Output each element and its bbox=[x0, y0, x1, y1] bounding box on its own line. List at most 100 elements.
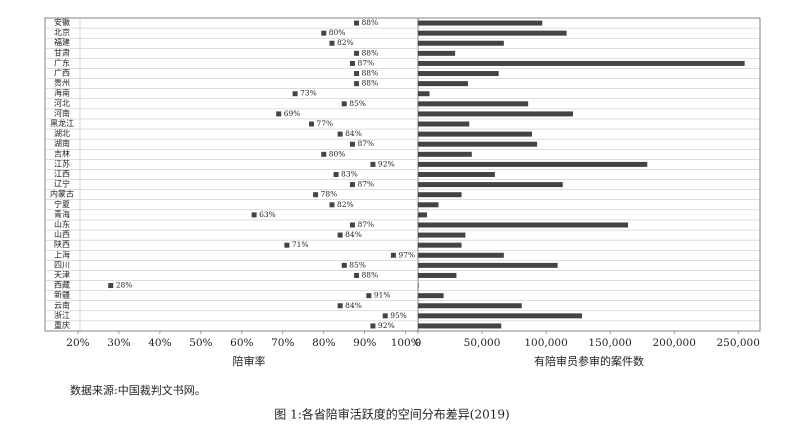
x-tick-label: 40% bbox=[148, 337, 171, 349]
dot-marker bbox=[341, 262, 347, 268]
bar bbox=[418, 232, 466, 238]
category-label: 浙江 bbox=[54, 310, 70, 320]
value-label: 85% bbox=[349, 260, 366, 269]
value-label: 80% bbox=[329, 149, 346, 158]
category-label: 上海 bbox=[54, 249, 70, 259]
category-label: 北京 bbox=[54, 27, 70, 37]
bar bbox=[418, 262, 558, 268]
bar bbox=[418, 293, 444, 299]
category-label: 甘肃 bbox=[54, 47, 70, 57]
dot-marker bbox=[382, 313, 388, 319]
bar bbox=[418, 40, 504, 46]
category-label: 辽宁 bbox=[54, 179, 70, 189]
x-tick-label: 50,000 bbox=[464, 337, 501, 349]
x-tick-label: 60% bbox=[230, 337, 253, 349]
bar bbox=[418, 30, 567, 36]
category-label: 贵州 bbox=[54, 78, 70, 88]
value-label: 87% bbox=[357, 220, 374, 229]
category-label: 湖南 bbox=[54, 138, 70, 148]
dot-marker bbox=[251, 212, 257, 218]
bar bbox=[418, 101, 529, 107]
category-label: 海南 bbox=[54, 88, 70, 98]
bar bbox=[418, 283, 419, 289]
dot-marker bbox=[390, 252, 396, 258]
value-label: 82% bbox=[337, 200, 354, 209]
bar bbox=[418, 172, 495, 177]
category-label: 云南 bbox=[54, 300, 70, 310]
x-tick-label: 100,000 bbox=[524, 337, 567, 349]
category-label: 内蒙古 bbox=[50, 189, 74, 199]
dot-marker bbox=[321, 151, 327, 157]
value-label: 73% bbox=[300, 89, 317, 98]
value-label: 63% bbox=[259, 210, 276, 219]
dot-marker bbox=[354, 50, 360, 56]
bar bbox=[418, 20, 543, 26]
dot-marker bbox=[337, 131, 343, 137]
bar bbox=[418, 131, 532, 137]
category-label: 河南 bbox=[54, 108, 70, 118]
value-label: 88% bbox=[362, 270, 379, 279]
x-tick-label: 150,000 bbox=[588, 337, 631, 349]
value-label: 28% bbox=[116, 281, 133, 290]
bar bbox=[418, 161, 648, 167]
category-label: 新疆 bbox=[54, 290, 70, 300]
dot-marker bbox=[329, 202, 335, 208]
bar bbox=[418, 81, 468, 87]
value-label: 88% bbox=[362, 79, 379, 88]
x-tick-label: 250,000 bbox=[717, 337, 760, 349]
dot-marker bbox=[341, 101, 347, 107]
bar bbox=[418, 151, 472, 157]
category-label: 安徽 bbox=[54, 17, 70, 27]
value-label: 71% bbox=[292, 240, 309, 249]
bar bbox=[418, 141, 538, 147]
bar bbox=[418, 121, 470, 127]
bar bbox=[418, 202, 439, 208]
dot-marker bbox=[354, 81, 360, 87]
category-label: 山西 bbox=[54, 229, 70, 239]
bar bbox=[418, 192, 462, 198]
x-tick-label: 100% bbox=[391, 337, 421, 349]
bar bbox=[418, 91, 430, 97]
dot-marker bbox=[366, 293, 372, 299]
category-label: 陕西 bbox=[54, 239, 70, 249]
category-label: 广东 bbox=[54, 57, 70, 67]
bar bbox=[418, 212, 427, 218]
x-tick-label: 0 bbox=[415, 337, 422, 349]
dot-marker bbox=[349, 60, 355, 66]
category-label: 青海 bbox=[54, 209, 70, 219]
category-label: 吉林 bbox=[54, 148, 70, 158]
bar bbox=[418, 182, 563, 188]
bar bbox=[418, 111, 573, 117]
source-note: 数据来源:中国裁判文书网。 bbox=[70, 383, 206, 397]
category-label: 西藏 bbox=[54, 280, 70, 290]
dot-marker bbox=[329, 40, 335, 46]
dot-marker bbox=[308, 121, 314, 127]
bar bbox=[418, 303, 522, 309]
dot-marker bbox=[313, 192, 319, 198]
dot-marker bbox=[337, 232, 343, 238]
x-tick-label: 30% bbox=[107, 337, 130, 349]
dot-marker bbox=[349, 182, 355, 188]
dot-marker bbox=[276, 111, 282, 117]
category-label: 广西 bbox=[54, 68, 70, 78]
category-label: 重庆 bbox=[54, 320, 70, 330]
value-label: 80% bbox=[329, 28, 346, 37]
dot-marker bbox=[292, 91, 298, 97]
category-label: 黑龙江 bbox=[50, 118, 74, 128]
dot-marker bbox=[354, 20, 360, 26]
bar bbox=[418, 323, 502, 329]
bar bbox=[418, 60, 745, 66]
value-label: 87% bbox=[357, 58, 374, 67]
category-label: 天津 bbox=[54, 269, 70, 279]
dot-marker bbox=[321, 30, 327, 36]
value-label: 84% bbox=[345, 301, 362, 310]
bar bbox=[418, 71, 499, 77]
category-label: 江苏 bbox=[54, 158, 70, 168]
bar bbox=[418, 252, 504, 258]
dot-marker bbox=[349, 222, 355, 228]
value-label: 78% bbox=[321, 190, 338, 199]
value-label: 84% bbox=[345, 230, 362, 239]
category-label: 山东 bbox=[54, 219, 70, 229]
bar bbox=[418, 50, 456, 56]
